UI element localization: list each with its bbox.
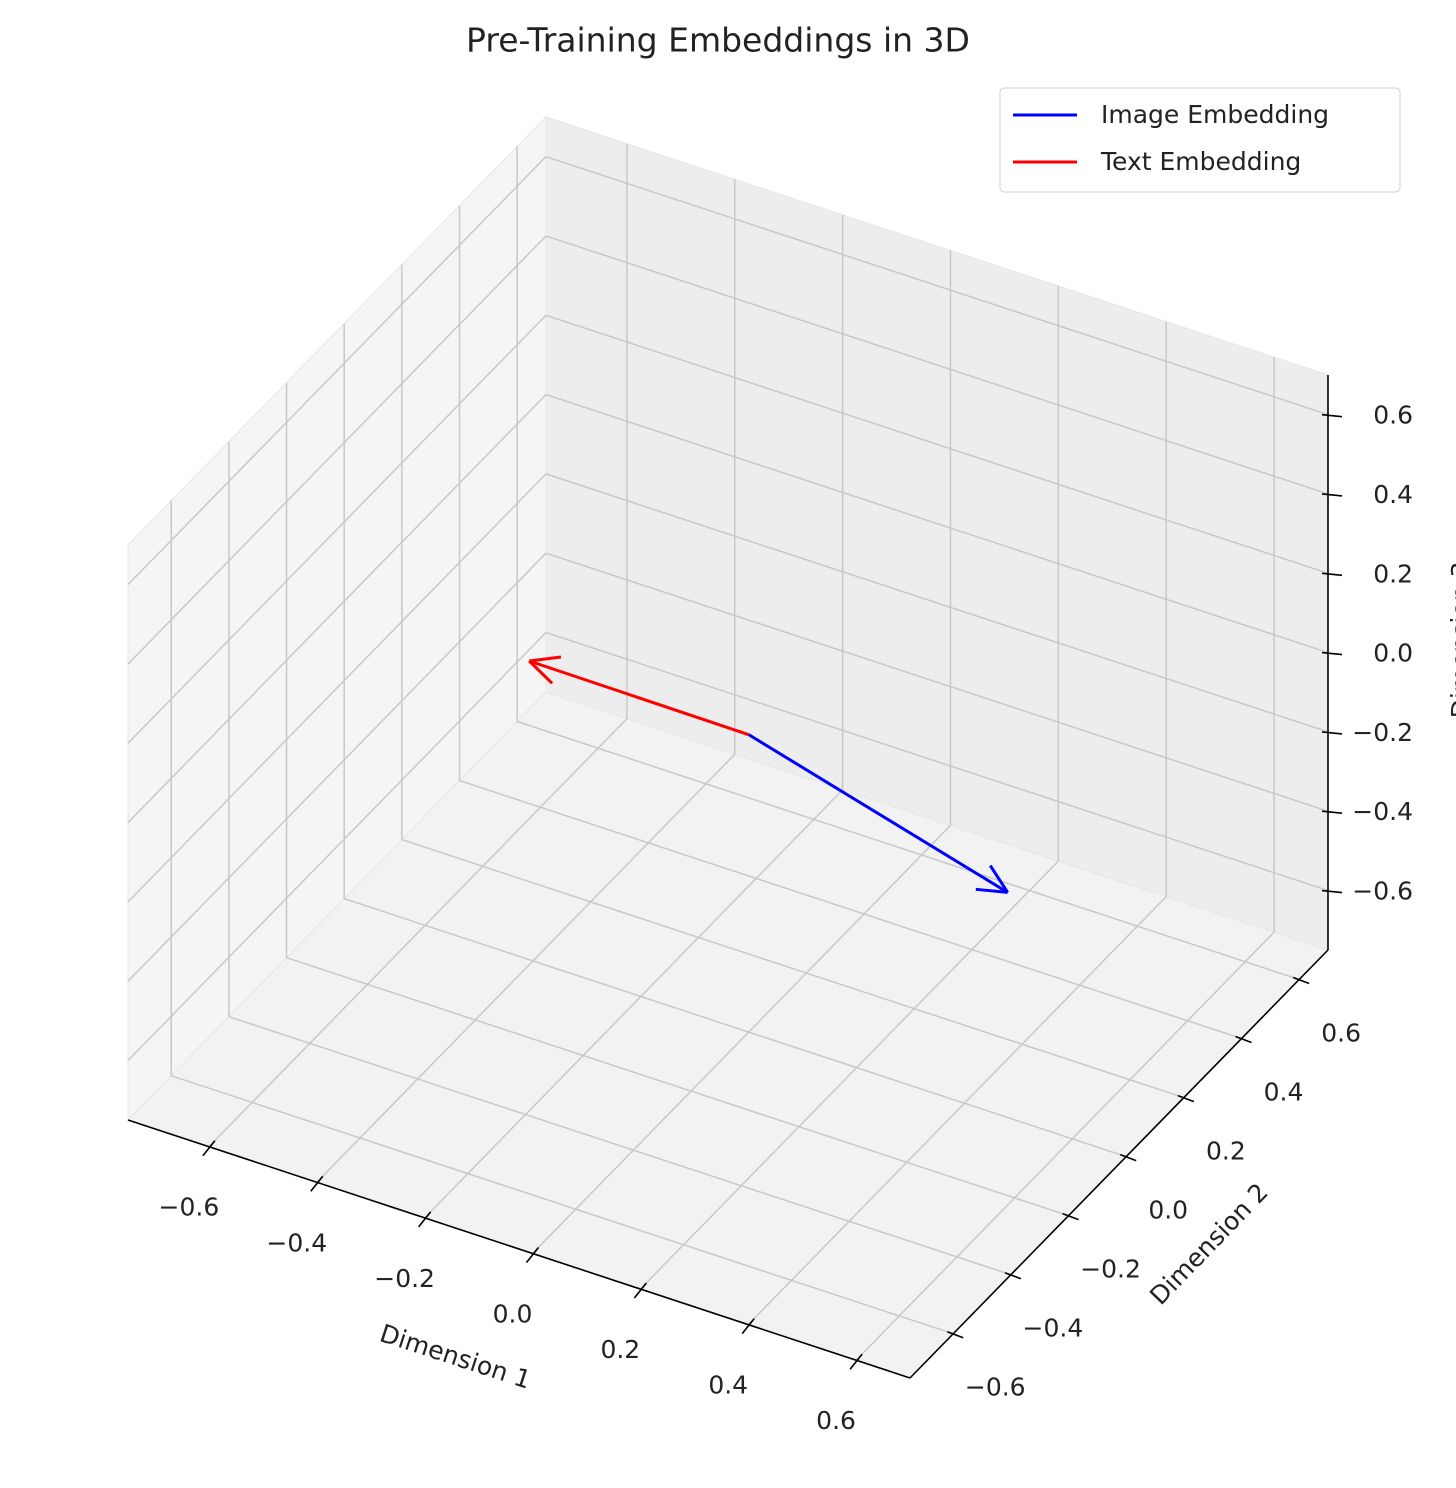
grid-line [747, 896, 1167, 1326]
y-tick [1119, 1153, 1137, 1162]
grid-line [545, 393, 1329, 654]
grid-line [208, 718, 628, 1148]
y-tick-label: 0.0 [1148, 1196, 1188, 1225]
x-tick [633, 1282, 647, 1299]
arrow [747, 733, 1009, 894]
y-tick-label: −0.2 [1080, 1255, 1141, 1284]
grid-line [127, 552, 547, 982]
arrow-shaft [747, 733, 1009, 894]
y-tick-label: 0.6 [1321, 1019, 1361, 1048]
y-tick [1292, 976, 1310, 985]
x-tick [849, 1353, 863, 1370]
grid-line [127, 631, 547, 1062]
y-tick [1004, 1271, 1022, 1280]
y-tick-label: −0.6 [965, 1373, 1026, 1402]
arrow-head [528, 659, 554, 685]
arrow [528, 655, 750, 737]
chart-title: Pre-Training Embeddings in 3D [466, 21, 970, 60]
z-tick-label: 0.4 [1373, 480, 1413, 509]
z-tick [1321, 493, 1343, 497]
y-tick [1062, 1212, 1079, 1221]
grid-line [424, 789, 844, 1219]
z-tick [1321, 413, 1343, 418]
x-tick [417, 1211, 432, 1228]
grid-line [545, 631, 1329, 892]
legend-label: Text Embedding [1100, 147, 1301, 176]
grid-line [516, 720, 1300, 981]
z-tick-label: −0.4 [1352, 797, 1413, 826]
grid-line [286, 956, 1069, 1217]
arrow-head [529, 655, 562, 663]
grid-line [855, 931, 1275, 1361]
grid-line [127, 394, 547, 824]
z-axis-label: Dimension 3 [1446, 562, 1456, 719]
z-tick-label: 0.6 [1373, 401, 1413, 430]
grid-line [545, 155, 1329, 416]
grid-line [459, 779, 1242, 1040]
legend-label: Image Embedding [1101, 100, 1329, 129]
grid-line [127, 156, 547, 586]
x-axis-line [127, 1119, 911, 1379]
x-tick [310, 1175, 324, 1192]
x-axis-label: Dimension 1 [376, 1319, 534, 1395]
z-tick [1321, 810, 1343, 815]
grid-line [545, 552, 1329, 812]
x-tick [525, 1246, 540, 1263]
z-tick-label: 0.0 [1373, 639, 1413, 668]
z-tick-label: 0.2 [1373, 559, 1413, 588]
y-axis-line [909, 949, 1329, 1379]
grid-line [545, 314, 1329, 574]
y-tick [946, 1330, 964, 1339]
grid-line [545, 235, 1329, 495]
legend-box [999, 87, 1401, 193]
grid-line [127, 473, 547, 903]
grid-line [531, 824, 952, 1254]
x-tick [202, 1140, 216, 1157]
grid-line [545, 473, 1329, 733]
x-tick-label: 0.0 [493, 1299, 533, 1328]
x-tick [741, 1318, 755, 1335]
z-tick-label: −0.2 [1352, 718, 1413, 747]
grid-line [171, 1075, 954, 1335]
z-tick [1321, 731, 1343, 735]
grid-line [639, 860, 1059, 1290]
grid-line [316, 753, 736, 1183]
x-tick-label: 0.2 [600, 1335, 640, 1364]
y-tick-label: −0.4 [1023, 1314, 1084, 1343]
x-tick-label: 0.6 [816, 1406, 856, 1435]
x-tick-label: −0.6 [159, 1193, 220, 1222]
y-tick-label: 0.2 [1206, 1137, 1246, 1166]
grid-line [127, 314, 547, 744]
x-tick-label: −0.2 [374, 1264, 435, 1293]
y-tick-label: 0.4 [1264, 1078, 1304, 1107]
z-tick [1321, 572, 1343, 577]
grid-line [228, 1015, 1012, 1276]
grid-line [343, 897, 1127, 1158]
legend: Image Embedding Text Embedding [999, 87, 1401, 193]
arrow-head [975, 887, 1008, 894]
grid-line [127, 235, 547, 665]
arrow-shaft [528, 659, 750, 737]
y-tick [1235, 1035, 1252, 1044]
arrow-head [989, 864, 1009, 894]
z-tick [1321, 651, 1343, 656]
z-tick [1321, 889, 1343, 894]
y-tick [1177, 1094, 1195, 1103]
x-tick-label: 0.4 [708, 1371, 748, 1400]
grid-line [401, 838, 1185, 1099]
x-tick-label: −0.4 [266, 1228, 327, 1257]
z-tick-label: −0.6 [1352, 877, 1413, 906]
